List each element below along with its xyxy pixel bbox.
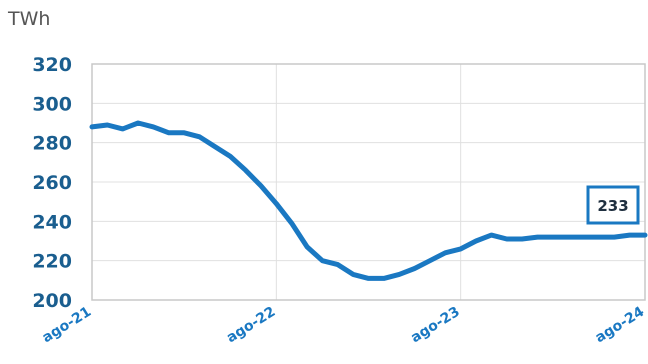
callout-box xyxy=(586,185,640,225)
grid xyxy=(91,63,646,301)
y-tick-label: 300 xyxy=(32,93,72,115)
callout-value: 233 xyxy=(597,197,628,215)
series-line xyxy=(89,120,648,281)
x-axis-ticks: ago-21 ago-22 ago-23 ago-24 xyxy=(40,304,648,347)
y-axis-unit-label: TWh xyxy=(8,8,51,30)
y-axis-ticks: 200 220 240 260 280 300 320 xyxy=(32,54,72,312)
plot-area-frame xyxy=(91,63,646,301)
y-tick-label: 320 xyxy=(32,54,72,76)
x-tick-label: ago-24 xyxy=(593,304,648,347)
y-tick-label: 220 xyxy=(32,251,72,273)
y-tick-label: 240 xyxy=(32,211,72,233)
y-tick-label: 280 xyxy=(32,133,72,155)
last-value-callout: 233 xyxy=(586,185,640,225)
y-tick-label: 260 xyxy=(32,172,72,194)
x-tick-label: ago-22 xyxy=(224,304,279,346)
x-tick-label: ago-23 xyxy=(408,304,463,346)
y-tick-label: 200 xyxy=(32,290,72,312)
